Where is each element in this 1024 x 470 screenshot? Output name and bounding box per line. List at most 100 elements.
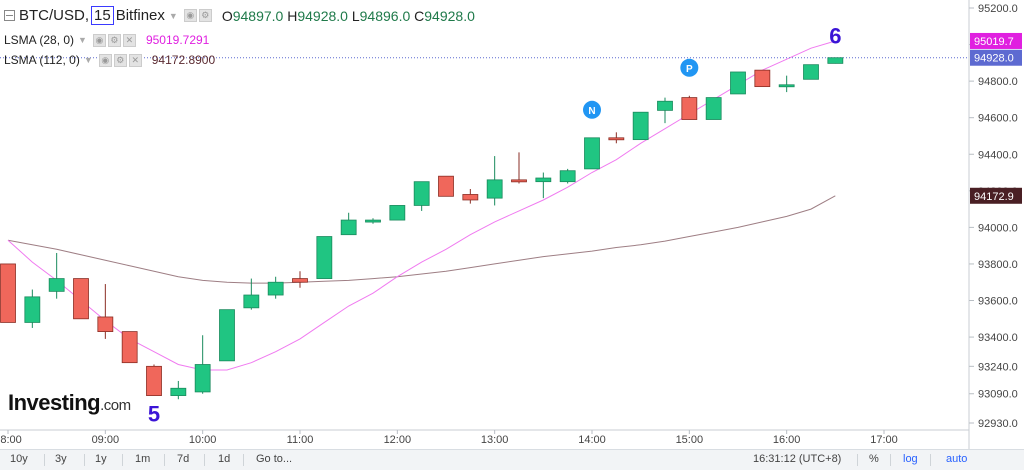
x-tick-label: 10:00 xyxy=(189,434,217,446)
exchange-label: Bitfinex xyxy=(115,7,165,24)
candle-body xyxy=(146,365,162,396)
time-axis[interactable]: 08:00 09:00 10:00 11:00 12:00 13:00 14:00 15:00… xyxy=(0,430,898,446)
event-badges[interactable]: NP xyxy=(583,58,699,119)
chevron-down-icon[interactable]: ▼ xyxy=(168,10,178,21)
bottom-toolbar: 10y 3y 1y 1m 7d 1d Go to... 16:31:12 (UT… xyxy=(0,449,1024,470)
divider xyxy=(857,454,858,466)
goto-button[interactable]: Go to... xyxy=(256,453,293,465)
divider xyxy=(243,454,244,466)
lsma28-price-tag-bg xyxy=(970,32,1022,49)
price-axis[interactable]: 95200.095000.094800.094600.094400.094200… xyxy=(969,3,1018,430)
candle-body xyxy=(194,364,211,393)
eye-icon[interactable]: ◉ xyxy=(183,9,197,22)
y-tick-label: 93600.0 xyxy=(978,296,1018,308)
chevron-down-icon[interactable]: ▼ xyxy=(78,35,87,45)
range-3y-button[interactable]: 3y xyxy=(55,453,67,465)
candle-body xyxy=(389,205,406,221)
collapse-icon[interactable] xyxy=(4,10,15,21)
lsma28-price-tag: 95019.7 xyxy=(974,36,1014,48)
candle-body xyxy=(267,281,284,296)
interval-label[interactable]: 15 xyxy=(91,6,114,25)
y-tick-label: 95200.0 xyxy=(978,3,1018,15)
y-tick-label: 93800.0 xyxy=(978,259,1018,271)
last-price-tag-bg xyxy=(970,49,1022,66)
gear-icon[interactable]: ⚙ xyxy=(198,9,212,22)
candle-body xyxy=(0,263,16,323)
candle-body xyxy=(584,137,600,170)
x-tick-label: 09:00 xyxy=(92,434,120,446)
lsma112-price-tag: 94172.9 xyxy=(974,191,1014,203)
gear-icon[interactable]: ⚙ xyxy=(107,33,121,47)
lsma-112-line xyxy=(7,195,836,284)
candle-body xyxy=(243,294,260,309)
event-badge[interactable] xyxy=(680,58,699,77)
candle-body xyxy=(559,170,576,183)
legend-lsma-112: LSMA (112, 0) ▼ ◉ ⚙ ✕ 94172.8900 xyxy=(0,53,215,67)
divider xyxy=(204,454,205,466)
log-toggle[interactable]: log xyxy=(903,453,918,465)
x-tick-label: 12:00 xyxy=(384,434,412,446)
candle-body xyxy=(657,100,673,111)
candle-body xyxy=(48,278,65,292)
wave-annotations: 56 xyxy=(148,24,842,427)
percent-toggle[interactable]: % xyxy=(869,453,879,465)
range-1d-button[interactable]: 1d xyxy=(218,453,231,465)
price-labels: 95019.7 94928.0 94172.9 xyxy=(970,32,1022,204)
last-price-tag: 94928.0 xyxy=(974,53,1014,65)
candle-body xyxy=(730,71,746,95)
x-tick-label: 17:00 xyxy=(870,434,898,446)
auto-toggle[interactable]: auto xyxy=(946,453,968,465)
x-tick-label: 08:00 xyxy=(0,434,22,446)
y-tick-label: 93090.0 xyxy=(978,389,1018,401)
candle-body xyxy=(97,316,114,332)
range-10y-button[interactable]: 10y xyxy=(10,453,28,465)
wave-label: 5 xyxy=(148,402,160,427)
candle-body xyxy=(681,97,698,120)
investing-logo: Investing.com xyxy=(8,390,131,415)
candle-body xyxy=(73,278,89,320)
symbol-label[interactable]: BTC/USD, xyxy=(19,7,90,24)
chevron-down-icon[interactable]: ▼ xyxy=(83,55,93,65)
candle-body xyxy=(438,175,454,197)
candle-body xyxy=(316,236,333,279)
candle-body xyxy=(170,387,187,396)
clock-display: 16:31:12 (UTC+8) xyxy=(753,453,842,465)
lsma112-price-tag-bg xyxy=(970,187,1022,204)
candle-body xyxy=(535,177,552,183)
candle-body xyxy=(827,57,844,64)
y-tick-label: 93400.0 xyxy=(978,332,1018,344)
event-badge-label: P xyxy=(686,64,693,75)
eye-icon[interactable]: ◉ xyxy=(98,53,112,67)
x-tick-label: 15:00 xyxy=(676,434,704,446)
close-icon[interactable]: ✕ xyxy=(122,33,136,47)
x-tick-label: 14:00 xyxy=(578,434,606,446)
candle-body xyxy=(803,64,819,80)
lsma28-value: 95019.7291 xyxy=(145,33,210,47)
candle-body xyxy=(754,69,771,88)
x-tick-label: 11:00 xyxy=(287,434,314,446)
ohlc-values: O94897.0 H94928.0 L94896.0 C94928.0 xyxy=(221,7,475,24)
candle-body xyxy=(340,219,357,236)
candle-series xyxy=(0,57,844,400)
gear-icon[interactable]: ⚙ xyxy=(113,53,127,67)
chart-canvas[interactable]: 95200.095000.094800.094600.094400.094200… xyxy=(0,0,1024,449)
candle-body xyxy=(778,84,795,88)
candle-body xyxy=(608,137,625,141)
lsma112-label[interactable]: LSMA (112, 0) xyxy=(4,53,80,67)
range-7d-button[interactable]: 7d xyxy=(177,453,190,465)
candle-body xyxy=(632,111,649,141)
range-1m-button[interactable]: 1m xyxy=(135,453,151,465)
candle-body xyxy=(24,296,41,323)
x-tick-label: 16:00 xyxy=(773,434,801,446)
candle-body xyxy=(511,179,527,183)
lsma28-label[interactable]: LSMA (28, 0) xyxy=(4,33,75,47)
divider xyxy=(122,454,123,466)
y-tick-label: 94000.0 xyxy=(978,222,1018,234)
y-tick-label: 92930.0 xyxy=(978,418,1018,430)
candle-body xyxy=(219,309,235,362)
candle-body xyxy=(413,181,430,206)
range-1y-button[interactable]: 1y xyxy=(95,453,107,465)
eye-icon[interactable]: ◉ xyxy=(92,33,106,47)
close-icon[interactable]: ✕ xyxy=(128,53,142,67)
event-badge[interactable] xyxy=(583,100,601,119)
